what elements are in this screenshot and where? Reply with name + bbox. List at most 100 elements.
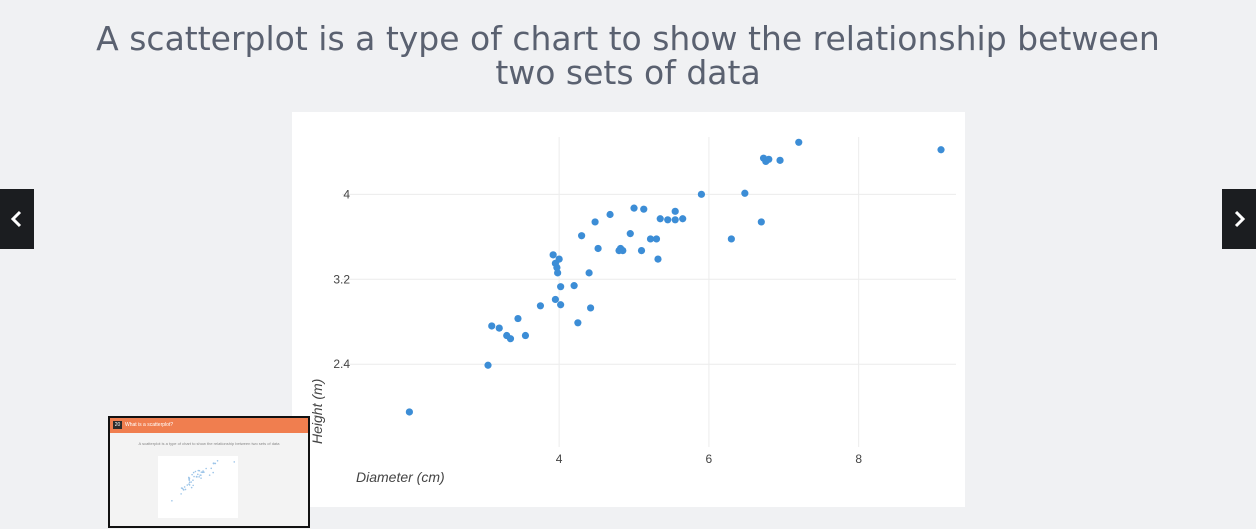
thumbnail-data-point bbox=[184, 488, 187, 491]
tick-labels: 4 6 8 2.4 3.2 4 bbox=[333, 187, 862, 466]
data-point bbox=[757, 218, 765, 226]
grid-layer bbox=[342, 137, 956, 447]
data-point bbox=[630, 204, 638, 212]
data-point bbox=[776, 156, 784, 164]
data-point bbox=[521, 331, 530, 340]
previous-slide-button[interactable] bbox=[0, 189, 34, 249]
thumbnail-data-point bbox=[210, 467, 213, 470]
thumbnail-data-point bbox=[182, 489, 185, 491]
data-point bbox=[557, 301, 565, 309]
data-point bbox=[795, 138, 803, 146]
data-point bbox=[555, 255, 563, 263]
data-point bbox=[549, 251, 557, 259]
thumbnail-data-point bbox=[186, 484, 189, 486]
data-point bbox=[578, 232, 586, 240]
scatter-chart-svg: 4 6 8 2.4 3.2 4 Diameter (cm) Height (m) bbox=[309, 137, 956, 485]
thumbnail-data-point bbox=[216, 459, 219, 462]
data-point bbox=[652, 235, 661, 243]
data-point bbox=[594, 244, 602, 253]
thumbnail-data-point bbox=[188, 477, 191, 479]
thumbnail-data-point bbox=[196, 476, 198, 478]
thumbnail-data-point bbox=[192, 484, 194, 487]
data-point bbox=[619, 246, 627, 255]
data-point bbox=[656, 215, 664, 223]
thumbnail-data-point bbox=[213, 462, 215, 465]
data-point bbox=[585, 269, 593, 277]
data-point bbox=[488, 322, 496, 330]
x-tick-label: 6 bbox=[706, 452, 713, 466]
thumbnail-data-point bbox=[214, 462, 217, 465]
thumbnail-data-point bbox=[200, 474, 202, 476]
thumbnail-data-point bbox=[192, 479, 194, 481]
data-point bbox=[646, 235, 655, 243]
thumbnail-data-point bbox=[193, 475, 195, 478]
data-point bbox=[671, 216, 679, 224]
data-points bbox=[405, 138, 945, 416]
data-point bbox=[640, 205, 648, 213]
thumbnail-chart-svg bbox=[171, 459, 236, 502]
thumbnail-data-point bbox=[212, 471, 214, 474]
data-point bbox=[741, 189, 749, 197]
thumbnail-data-point bbox=[171, 500, 173, 502]
next-slide-button[interactable] bbox=[1222, 189, 1256, 249]
y-tick-label: 2.4 bbox=[333, 357, 350, 371]
thumbnail-header: 20 What is a scatterplot? bbox=[110, 418, 308, 433]
thumbnail-data-point bbox=[190, 481, 193, 483]
thumbnail-data-point bbox=[198, 476, 200, 478]
thumbnail-data-point bbox=[194, 470, 197, 473]
thumbnail-text: A scatterplot is a type of chart to show… bbox=[138, 441, 280, 446]
data-point bbox=[554, 269, 562, 277]
thumbnail-data-point bbox=[188, 481, 191, 484]
data-point bbox=[765, 155, 773, 163]
data-point bbox=[591, 218, 599, 226]
thumbnail-data-point bbox=[198, 469, 201, 472]
x-tick-label: 8 bbox=[855, 452, 862, 466]
thumbnail-data-point bbox=[191, 473, 193, 476]
data-point bbox=[606, 210, 614, 219]
data-point bbox=[570, 282, 578, 290]
data-point bbox=[514, 314, 522, 323]
thumbnail-chart bbox=[158, 456, 238, 518]
data-point bbox=[484, 361, 492, 369]
data-point bbox=[727, 235, 735, 243]
thumbnail-data-point bbox=[180, 493, 182, 495]
data-point bbox=[551, 295, 560, 304]
thumbnail-data-point bbox=[188, 484, 191, 486]
data-point bbox=[697, 190, 706, 198]
thumbnail-data-point bbox=[202, 470, 204, 472]
data-point bbox=[671, 207, 679, 215]
data-point bbox=[679, 215, 687, 223]
thumbnail-number: 20 bbox=[113, 421, 122, 429]
thumbnail-data-point bbox=[192, 471, 195, 474]
thumbnail-data-point bbox=[203, 471, 205, 473]
thumbnail-data-point bbox=[188, 479, 191, 481]
y-tick-label: 4 bbox=[343, 187, 350, 201]
thumbnail-data-point bbox=[197, 473, 199, 476]
data-point bbox=[586, 304, 595, 312]
data-point bbox=[553, 263, 561, 272]
data-point bbox=[405, 408, 413, 416]
slide-title-line-2: two sets of data bbox=[495, 53, 761, 92]
chevron-right-icon bbox=[1234, 210, 1246, 228]
thumbnail-data-point bbox=[200, 477, 202, 479]
data-point bbox=[664, 216, 672, 224]
thumbnail-data-point bbox=[183, 486, 186, 488]
thumbnail-data-point bbox=[190, 486, 193, 489]
slide-title: A scatterplot is a type of chart to show… bbox=[0, 22, 1256, 90]
thumbnail-data-point bbox=[205, 467, 207, 470]
scatter-chart: 4 6 8 2.4 3.2 4 Diameter (cm) Height (m) bbox=[292, 112, 965, 507]
x-axis-label: Diameter (cm) bbox=[356, 469, 445, 485]
y-axis-label: Height (m) bbox=[309, 379, 325, 444]
data-point bbox=[626, 230, 634, 238]
slide-thumbnail[interactable]: 20 What is a scatterplot? A scatterplot … bbox=[108, 416, 310, 528]
data-point bbox=[637, 246, 646, 255]
data-point bbox=[937, 146, 945, 154]
thumbnail-data-point bbox=[208, 474, 211, 476]
slide-title-line-1: A scatterplot is a type of chart to show… bbox=[96, 19, 1160, 58]
data-point bbox=[574, 319, 582, 327]
data-point bbox=[557, 283, 565, 291]
chevron-left-icon bbox=[10, 210, 22, 228]
thumbnail-data-point bbox=[181, 487, 184, 490]
data-point bbox=[654, 255, 662, 263]
x-tick-label: 4 bbox=[556, 452, 563, 466]
